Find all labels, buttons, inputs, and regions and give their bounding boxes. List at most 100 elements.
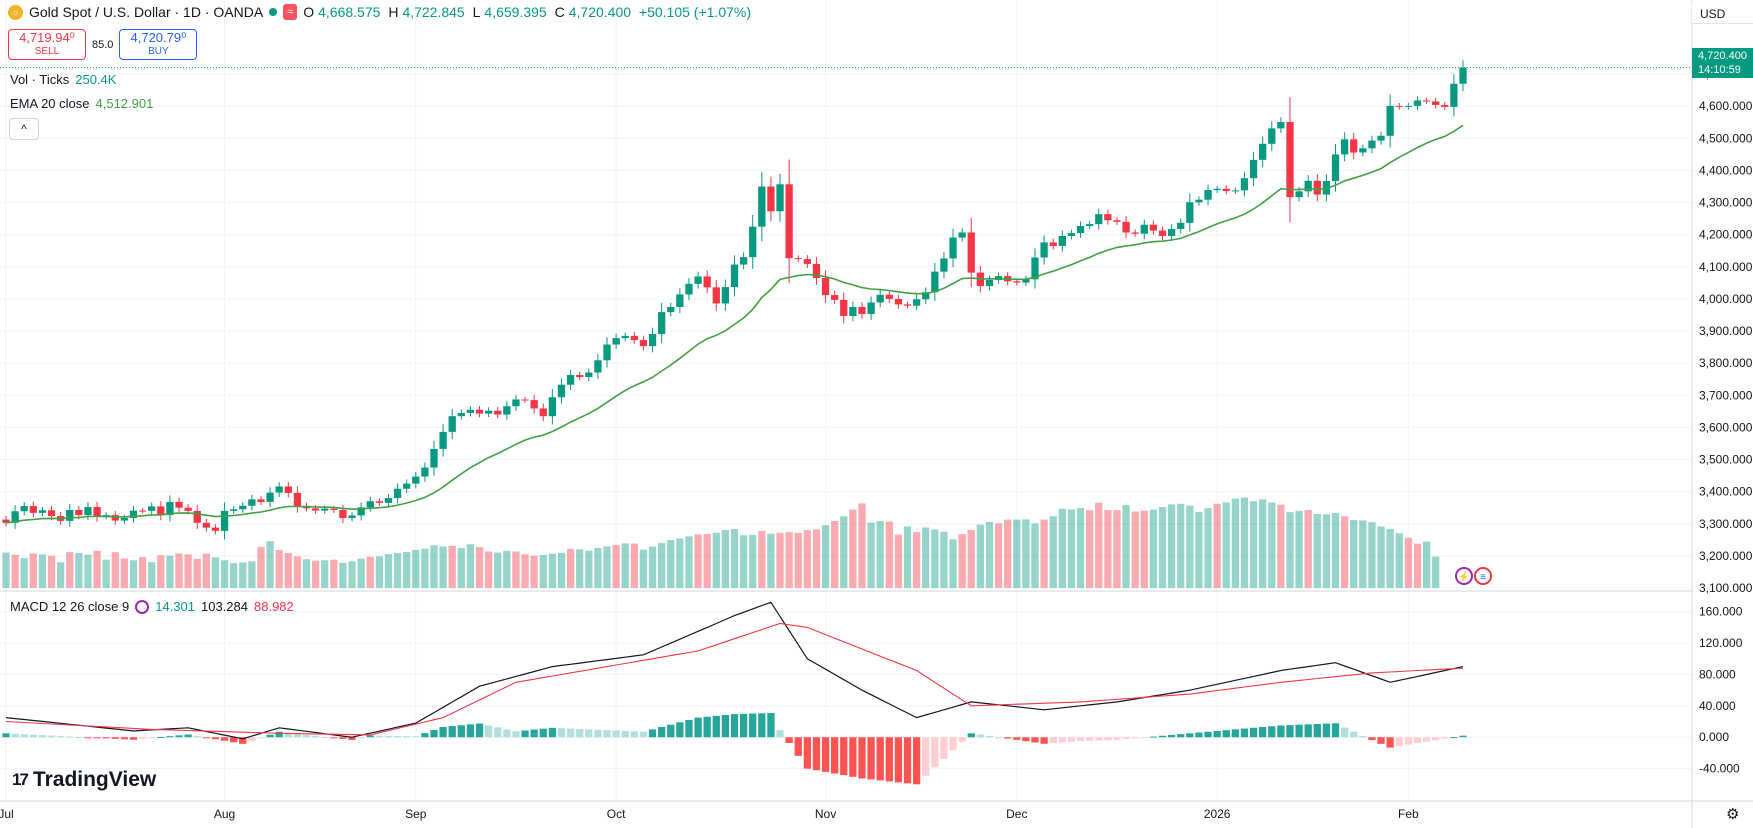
candle-body	[1386, 105, 1394, 136]
macd-histogram-bar	[157, 736, 165, 738]
volume-bar	[75, 553, 83, 588]
volume-bar	[1204, 508, 1212, 588]
gear-icon[interactable]: ⚙	[1726, 806, 1740, 823]
macd-histogram-bar	[1313, 723, 1321, 738]
instrument-title[interactable]: Gold Spot / U.S. Dollar · 1D · OANDA	[29, 4, 264, 20]
volume-bar	[20, 558, 28, 588]
buy-button[interactable]: 4,720.79⁰ BUY	[119, 29, 198, 60]
volume-bar	[257, 546, 265, 588]
us-flag-event-icon[interactable]: ≡	[1474, 567, 1492, 585]
buy-label: BUY	[148, 46, 169, 57]
macd-histogram-bar	[1350, 731, 1358, 738]
candle-body	[758, 186, 766, 227]
volume-bar	[821, 525, 830, 588]
price-tick-label: 3,500.000	[1699, 453, 1753, 467]
volume-bar	[1167, 504, 1176, 588]
candle-body	[366, 501, 374, 508]
volume-bar	[503, 550, 511, 588]
time-tick-label: Feb	[1398, 807, 1419, 821]
lightning-event-icon[interactable]: ⚡	[1455, 567, 1473, 585]
volume-bar	[1259, 499, 1267, 588]
volume-bar	[557, 552, 566, 588]
volume-bar	[858, 503, 866, 588]
macd-histogram-bar	[849, 737, 857, 777]
volume-bar	[1377, 526, 1385, 588]
volume-bar	[321, 560, 329, 588]
macd-histogram-bar	[730, 714, 739, 738]
chevron-up-icon: ^	[21, 122, 27, 136]
macd-histogram-bar	[749, 713, 757, 738]
candle-body	[257, 499, 265, 502]
macd-histogram-bar	[1304, 724, 1312, 738]
volume-bar	[876, 521, 884, 588]
candle-body	[38, 510, 47, 513]
macd-histogram-bar	[84, 737, 92, 739]
macd-histogram-bar	[858, 737, 866, 779]
macd-histogram-bar	[994, 737, 1003, 739]
volume-bar	[539, 555, 547, 588]
macd-histogram-bar	[566, 728, 575, 738]
volume-bar	[220, 560, 229, 588]
volume-bar	[621, 543, 629, 588]
macd-histogram-bar	[821, 737, 830, 772]
candle-body	[912, 299, 921, 306]
candle-body	[1149, 224, 1158, 231]
candle-body	[1340, 139, 1349, 155]
macd-histogram-bar	[129, 737, 138, 740]
macd-histogram-bar	[248, 737, 256, 741]
volume-bar	[512, 551, 520, 588]
macd-histogram-bar	[20, 734, 28, 738]
candle-body	[184, 507, 192, 511]
chart-grid	[0, 0, 1692, 800]
symbol-legend[interactable]: ☼ Gold Spot / U.S. Dollar · 1D · OANDA ≈…	[8, 4, 755, 20]
candle-body	[1167, 228, 1176, 236]
candle-body	[348, 515, 356, 518]
currency-selector[interactable]: USD	[1692, 2, 1753, 24]
candle-body	[903, 304, 912, 306]
macd-histogram-bar	[1167, 734, 1176, 738]
candle-body	[694, 276, 702, 284]
macd-histogram-bar	[712, 715, 720, 738]
macd-histogram-bar	[831, 737, 839, 774]
macd-tick-label: 160.000	[1699, 605, 1743, 619]
volume-legend[interactable]: Vol · Ticks 250.4K	[10, 72, 117, 87]
macd-histogram-bar	[1395, 737, 1403, 747]
candle-body	[1368, 140, 1376, 149]
candle-body	[1450, 83, 1458, 107]
sell-button[interactable]: 4,719.94⁰ SELL	[8, 29, 86, 60]
macd-histogram-bar	[302, 734, 311, 738]
macd-histogram-bar	[66, 736, 74, 738]
candle-body	[1331, 154, 1340, 182]
macd-histogram-bar	[38, 735, 47, 738]
candle-body	[1140, 224, 1148, 234]
volume-bar	[603, 546, 611, 588]
macd-histogram-bar	[293, 733, 302, 738]
volume-bar	[193, 558, 201, 588]
volume-bar	[120, 558, 129, 588]
volume-bar	[1331, 513, 1340, 588]
candle-body	[239, 505, 247, 510]
macd-histogram-bar	[184, 734, 192, 738]
macd-hist-value: 14.301	[155, 599, 195, 614]
candle-body	[1022, 279, 1030, 283]
macd-tick-label: 0.000	[1699, 730, 1729, 744]
macd-histogram-bar	[703, 716, 711, 738]
volume-bar	[521, 554, 529, 588]
volume-bar	[1231, 498, 1239, 588]
sync-icon[interactable]	[135, 599, 150, 614]
macd-histogram-bar	[1104, 737, 1112, 741]
collapse-legend-button[interactable]: ^	[9, 118, 39, 140]
price-tick-label: 3,800.000	[1699, 356, 1753, 370]
volume-bar	[1186, 505, 1194, 588]
volume-bar	[703, 534, 711, 588]
candle-body	[503, 406, 511, 415]
volume-bar	[357, 558, 365, 588]
macd-histogram-bar	[166, 736, 174, 738]
macd-legend[interactable]: MACD 12 26 close 9 14.301 103.284 88.982	[10, 599, 294, 614]
ema-legend[interactable]: EMA 20 close 4,512.901	[10, 96, 154, 111]
macd-histogram-bar	[330, 737, 338, 739]
macd-histogram-bar	[1113, 737, 1121, 740]
macd-histogram-bar	[1359, 735, 1367, 738]
macd-histogram-bar	[1122, 737, 1130, 740]
